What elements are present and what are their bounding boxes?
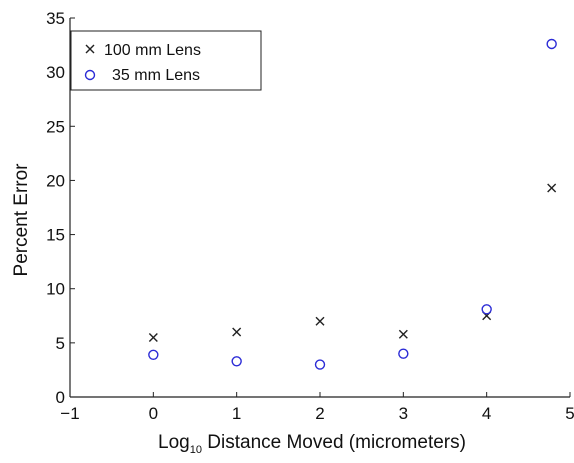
y-tick-label: 35	[46, 9, 65, 28]
y-tick-label: 25	[46, 117, 65, 136]
x-axis-label-rest: Distance Moved (micrometers)	[202, 432, 466, 453]
point-35mm-lens	[481, 304, 492, 315]
y-tick-label: 30	[46, 63, 65, 82]
x-tick-label: 2	[315, 404, 324, 423]
point-35mm-lens	[314, 359, 326, 370]
y-tick-label: 15	[46, 226, 65, 245]
point-100mm-lens	[398, 329, 408, 339]
legend-marker-o	[84, 69, 96, 81]
x-axis-label-subscript: 10	[190, 444, 202, 456]
point-100mm-lens	[232, 327, 242, 337]
x-tick-label: 3	[399, 404, 408, 423]
legend-box	[70, 30, 262, 91]
point-35mm-lens	[148, 349, 159, 360]
legend-label-100mm: 100 mm Lens	[104, 42, 201, 59]
point-35mm-lens	[398, 348, 409, 359]
x-tick-label: 1	[232, 404, 241, 423]
x-tick-label: 5	[565, 404, 574, 423]
x-axis-label-main: Log	[158, 432, 190, 453]
y-tick-label: 0	[56, 388, 65, 407]
y-tick-label: 10	[46, 280, 65, 299]
point-100mm-lens	[547, 183, 557, 193]
y-axis-label: Percent Error	[11, 163, 32, 277]
legend-marker-x	[85, 44, 95, 54]
point-100mm-lens	[315, 316, 325, 326]
point-35mm-lens	[231, 356, 242, 367]
point-100mm-lens	[148, 332, 158, 342]
point-35mm-lens	[546, 38, 557, 50]
legend: 100 mm Lens 35 mm Lens	[70, 30, 262, 91]
x-tick-label: 4	[482, 404, 491, 423]
x-axis-label: Log10 Distance Moved (micrometers)	[158, 432, 466, 456]
y-tick-label: 20	[46, 171, 65, 190]
legend-label-35mm: 35 mm Lens	[112, 67, 200, 84]
y-tick-label: 5	[56, 334, 65, 353]
x-tick-label: 0	[149, 404, 158, 423]
data-points	[148, 38, 557, 370]
x-tick-label: −1	[60, 404, 79, 423]
